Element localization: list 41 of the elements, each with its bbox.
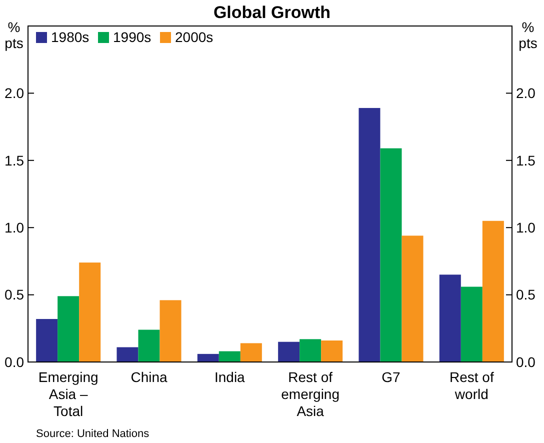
bar (460, 286, 482, 362)
y2-tick-label: 0.5 (516, 286, 536, 303)
y-tick-label: 0.5 (4, 286, 24, 303)
bar (36, 318, 58, 362)
bar (240, 343, 262, 362)
bar (278, 342, 300, 362)
bar (79, 262, 101, 362)
y2-tick-label: 0.0 (516, 354, 536, 370)
bar (300, 339, 322, 362)
bar (402, 236, 424, 362)
x-tick-label: Emerging Asia – Total (38, 369, 98, 419)
bar (439, 274, 461, 362)
bar (197, 354, 219, 362)
x-tick-label: G7 (382, 369, 401, 385)
y-tick-label: 1.0 (4, 220, 24, 236)
bar (380, 148, 402, 362)
x-tick-label: China (130, 369, 168, 385)
bar (58, 296, 80, 362)
y-tick-label: 1.5 (4, 152, 24, 168)
y-axis-title: % pts (4, 19, 24, 51)
legend-label: 2000s (175, 29, 214, 45)
legend-label: 1980s (51, 29, 90, 45)
legend-label: 1990s (113, 29, 152, 45)
y2-tick-label: 2.0 (516, 85, 536, 102)
y-tick-label: 0.0 (4, 354, 24, 370)
bar (116, 347, 138, 362)
x-tick-label: Rest of emerging Asia (281, 369, 340, 419)
x-tick-label: India (214, 369, 246, 385)
bar (218, 351, 240, 362)
bar (160, 300, 182, 362)
y2-axis-title: % pts (518, 19, 538, 51)
bar (138, 330, 160, 362)
y-tick-label: 2.0 (4, 85, 24, 102)
x-tick-label: Rest of world (449, 369, 494, 402)
bar (321, 340, 343, 362)
source-note: Source: United Nations (36, 428, 150, 440)
chart-title: Global Growth (213, 3, 331, 22)
bar (482, 220, 504, 362)
y2-tick-label: 1.0 (516, 220, 536, 236)
y2-tick-label: 1.5 (516, 152, 536, 168)
bar (358, 108, 380, 362)
